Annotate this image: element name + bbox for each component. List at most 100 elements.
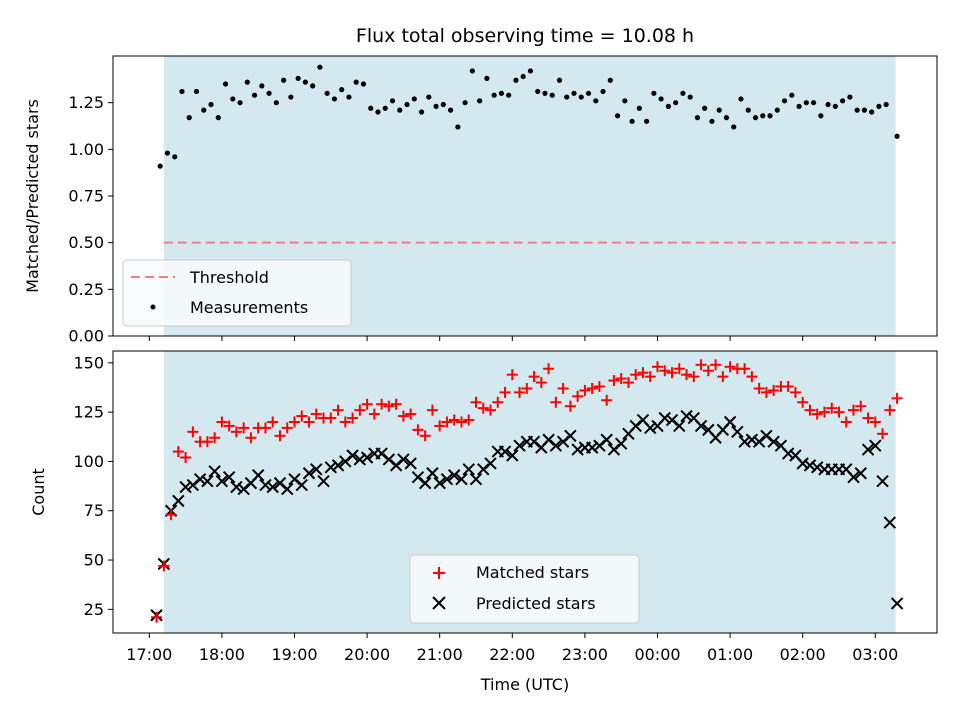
matched-star-point [281,422,293,434]
measurement-point [513,77,519,83]
matched-star-point [441,416,453,428]
y-tick-label: 125 [73,403,104,422]
matched-star-point [187,426,199,438]
measurement-point [491,92,497,98]
x-tick-label: 17:00 [126,645,172,664]
matched-star-point [172,446,184,458]
matched-star-point [651,361,663,373]
matched-star-point [804,404,816,416]
predicted-star-point [469,472,483,486]
measurement-point [157,163,163,169]
bottom-panel: 25 50 75 100 125 150 17:00 18:00 19:00 20:00 21:0… [29,350,938,694]
predicted-star-point [222,471,236,484]
measurement-point [723,115,730,121]
measurement-point [230,96,236,102]
matched-star-point [368,408,380,420]
matched-stars-points [151,359,903,623]
predicted-star-point [310,463,323,476]
y-tick-label: 50 [84,551,104,570]
predicted-star-point [738,435,751,448]
matched-star-point [535,377,547,389]
matched-star-point [506,369,518,381]
measurement-point [208,101,214,108]
measurement-point [477,98,483,104]
measurement-point [803,100,809,106]
measurement-point [469,68,475,74]
measurement-point [179,88,185,95]
predicted-star-point [353,453,367,466]
measurement-point [818,113,824,119]
measurement-point [251,92,258,98]
y-tick-label: 0.75 [68,187,104,206]
matched-star-point [332,404,344,416]
matched-star-point [797,396,809,408]
measurement-point [281,77,287,83]
measurement-point [636,105,642,111]
measurement-point [418,109,425,115]
matched-star-point [419,430,431,442]
predicted-star-point [251,469,265,482]
matched-star-point [739,363,751,375]
measurement-point [585,90,592,96]
measurement-point [520,73,526,80]
x-tick-label: 21:00 [417,645,463,664]
measurement-point [201,107,207,113]
measurements-legend-swatch [150,304,156,310]
measurement-point [549,92,555,98]
measurement-point [578,94,584,100]
matched-star-point [274,430,286,442]
matched-star-point [434,420,446,432]
measurement-point [781,98,788,104]
top-y-ticks: 0.00 0.25 0.50 0.75 1.00 1.25 [68,93,113,346]
matched-star-point [412,424,424,436]
matched-star-point [347,412,359,424]
matched-star-point [405,408,417,420]
predicted-star-point [890,597,904,610]
x-tick-label: 20:00 [344,645,390,664]
predicted-star-point [869,439,882,452]
predicted-star-point [455,472,468,486]
measurement-point [651,90,657,96]
predicted-star-point [215,474,229,488]
predicted-star-point [658,411,671,425]
measurement-point [273,100,279,106]
matched-star-point [528,371,540,383]
predicted-star-point [513,439,526,452]
matched-star-point [884,404,896,416]
predicted-star-point [854,467,867,480]
predicted-star-point [731,425,744,439]
predicted-star-point [673,419,686,433]
measurement-point [222,81,229,87]
predicted-star-point [193,472,207,486]
measurement-point [310,83,316,89]
x-tick-label: 01:00 [707,645,753,664]
measurement-point [825,101,831,108]
matched-star-point [339,416,351,428]
matched-star-point [826,402,838,414]
measurement-point [339,87,345,93]
measurement-point [164,150,171,156]
measurement-point [368,105,374,111]
predicted-stars-points [150,409,904,622]
predicted-star-point [506,449,519,462]
measurement-point [397,107,403,113]
measurement-point [215,115,221,121]
y-tick-label: 150 [73,353,104,372]
measurement-point [789,92,795,98]
measurement-point [854,107,860,113]
predicted-star-point [208,465,221,478]
matched-star-point [891,392,903,404]
measurement-point [331,96,338,102]
measurement-point [869,109,875,115]
measurement-point [353,79,359,85]
y-tick-label: 1.00 [68,140,104,159]
matched-star-point [877,428,889,440]
top-panel: 0.00 0.25 0.50 0.75 1.00 1.25 Matched/Predict… [23,55,938,346]
predicted-star-point [564,429,577,443]
x-tick-label: 19:00 [271,645,317,664]
y-tick-label: 0.25 [68,280,104,299]
predicted-star-point [331,459,345,472]
bottom-y-axis-label: Count [29,468,48,516]
matched-star-point [492,396,504,408]
measurement-point [607,77,613,83]
